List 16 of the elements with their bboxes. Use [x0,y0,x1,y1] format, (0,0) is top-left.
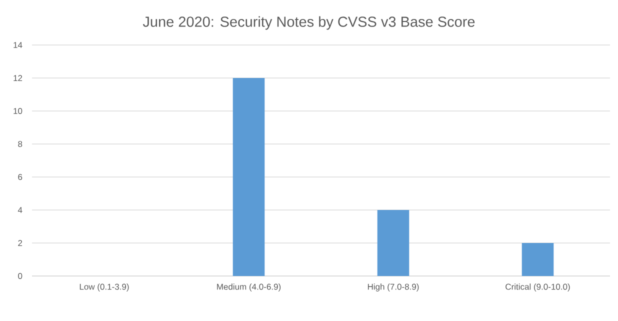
x-tick-label: Critical (9.0-10.0) [506,284,570,292]
bar [522,243,554,276]
y-tick-label: 10 [14,108,22,114]
bar [232,78,265,276]
x-tick-label: Medium (4.0-6.9) [217,284,281,292]
y-tick-label: 14 [14,42,22,48]
y-tick-label: 4 [18,207,22,213]
x-tick-label: Low (0.1-3.9) [80,284,129,292]
y-tick-label: 0 [18,272,22,280]
y-tick-label: 6 [18,174,22,180]
chart-title: June 2020: Security Notes by CVSS v3 Base Score [142,16,475,30]
y-tick-label: 12 [14,75,22,81]
y-tick-label: 2 [18,240,22,246]
bar [377,210,410,276]
y-tick-label: 8 [18,140,22,148]
x-tick-label: High (7.0-8.9) [368,284,419,292]
